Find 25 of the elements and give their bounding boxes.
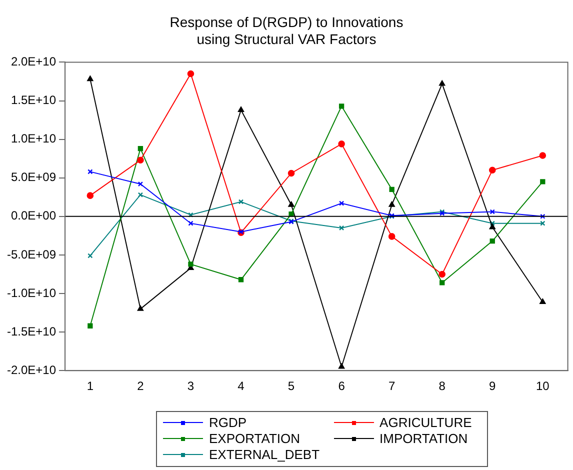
y-tick-label: 5.0E+09 bbox=[10, 170, 56, 184]
x-tick-label: 5 bbox=[288, 379, 295, 394]
legend-label: IMPORTATION bbox=[380, 431, 468, 447]
x-tick-label: 9 bbox=[489, 379, 496, 394]
y-tick-label: 1.0E+10 bbox=[10, 132, 56, 146]
y-tick-label: -1.0E+10 bbox=[6, 286, 56, 300]
x-tick-label: 8 bbox=[438, 379, 446, 394]
x-tick-label: 4 bbox=[238, 379, 245, 394]
y-tick-label: -5.0E+09 bbox=[6, 247, 56, 262]
x-tick-label: 2 bbox=[137, 379, 144, 394]
y-tick-label: 1.5E+10 bbox=[10, 93, 56, 108]
y-tick-label: -2.0E+10 bbox=[6, 362, 56, 377]
y-tick-label: -1.5E+10 bbox=[6, 324, 56, 338]
legend-label: EXTERNAL_DEBT bbox=[209, 447, 320, 463]
legend-label: EXPORTATION bbox=[209, 431, 300, 447]
x-tick-label: 10 bbox=[536, 379, 550, 394]
legend-label: RGDP bbox=[209, 415, 247, 431]
y-tick-label: 0.0E+00 bbox=[10, 208, 56, 223]
x-tick-label: 3 bbox=[187, 379, 194, 394]
x-tick-label: 6 bbox=[338, 379, 346, 394]
y-tick-label: 2.0E+10 bbox=[10, 54, 56, 69]
x-tick-label: 7 bbox=[388, 379, 396, 394]
chart-title: Response of D(RGDP) to Innovations using Structural VAR Factors bbox=[168, 14, 404, 48]
x-tick-label: 1 bbox=[86, 379, 94, 394]
legend-label: AGRICULTURE bbox=[380, 415, 472, 431]
